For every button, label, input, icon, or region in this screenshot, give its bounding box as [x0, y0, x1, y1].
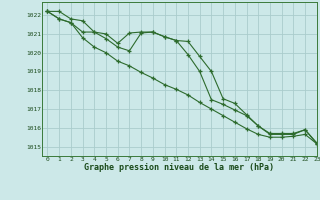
X-axis label: Graphe pression niveau de la mer (hPa): Graphe pression niveau de la mer (hPa) [84, 163, 274, 172]
